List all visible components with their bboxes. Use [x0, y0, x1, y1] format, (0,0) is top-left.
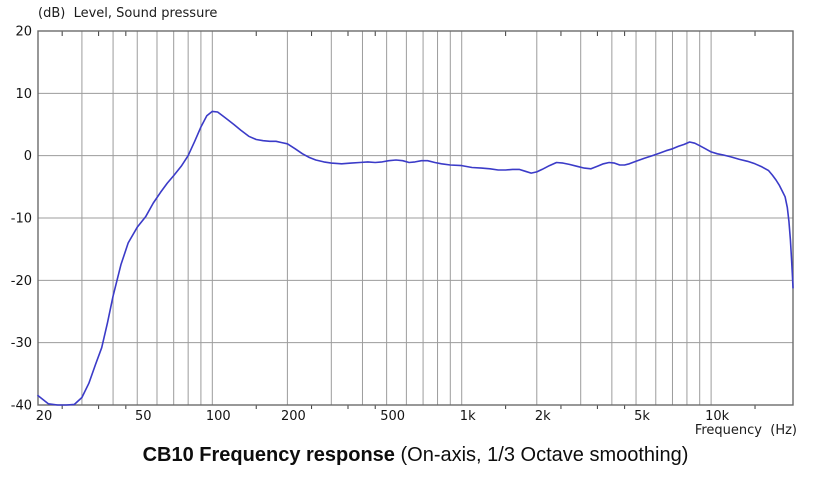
x-axis-tick-label: 500: [380, 409, 405, 424]
caption-subtitle: (On-axis, 1/3 Octave smoothing): [394, 444, 689, 466]
y-axis-tick-label: -30: [11, 336, 32, 351]
y-axis-tick-label: -40: [11, 399, 32, 414]
chart-caption: CB10 Frequency response (On-axis, 1/3 Oc…: [0, 444, 831, 467]
x-axis-tick-label: 2k: [535, 409, 551, 424]
y-axis-unit-label: (dB) Level, Sound pressure: [38, 6, 218, 21]
y-axis-tick-label: 0: [24, 149, 32, 164]
plot-area-border: [37, 30, 794, 406]
frequency-response-curve: [37, 110, 794, 406]
y-axis-tick-label: -20: [11, 274, 32, 289]
x-axis-tick-label: 200: [281, 409, 306, 424]
x-axis-tick-label: 5k: [634, 409, 650, 424]
x-axis-tick-label: 20: [36, 409, 53, 424]
x-axis-unit-label: Frequency (Hz): [694, 423, 797, 438]
y-axis-tick-label: 10: [15, 87, 32, 102]
x-axis-tick-label: 50: [135, 409, 152, 424]
y-axis-tick-label: 20: [15, 25, 32, 40]
x-axis-tick-label: 100: [206, 409, 231, 424]
caption-title: CB10 Frequency response: [142, 444, 395, 466]
y-axis-tick-label: -10: [11, 212, 32, 227]
x-axis-tick-label: 1k: [460, 409, 476, 424]
x-axis-tick-label: 10k: [705, 409, 730, 424]
